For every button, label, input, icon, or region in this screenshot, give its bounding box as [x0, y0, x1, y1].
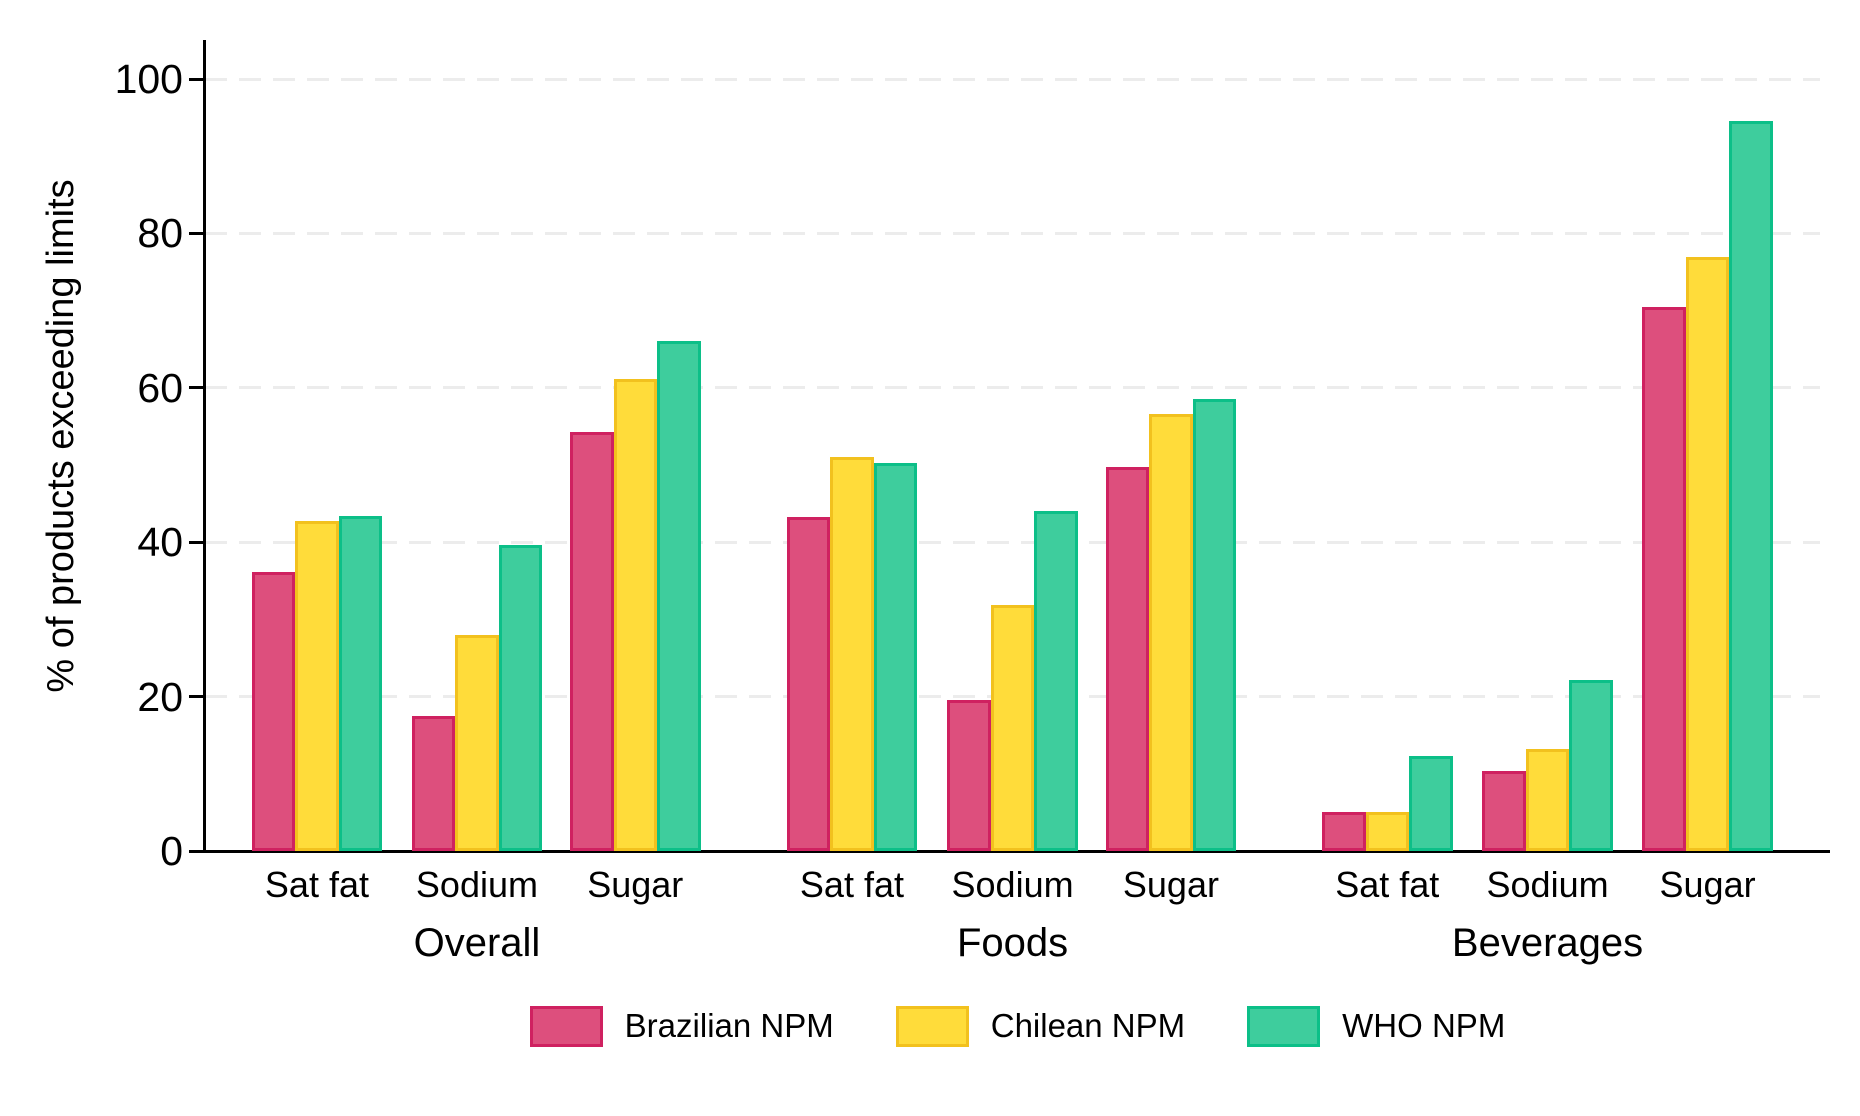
group-label-overall: Overall — [413, 921, 541, 965]
y-tick-20 — [189, 695, 205, 699]
bar-brazilian-npm-beverages-sat-fat — [1322, 812, 1366, 851]
bar-brazilian-npm-foods-sugar — [1105, 466, 1150, 851]
bar-brazilian-npm-foods-sat-fat — [786, 516, 831, 851]
x-axis-line — [203, 850, 1830, 853]
bar-chilean-npm-foods-sugar — [1149, 414, 1193, 851]
bar-brazilian-npm-overall-sodium — [411, 715, 456, 851]
y-tick-100 — [189, 77, 205, 81]
y-tick-label-40: 40 — [137, 519, 183, 566]
category-label-overall-sugar: Sugar — [587, 864, 684, 905]
legend-label-chilean-npm: Chilean NPM — [990, 1007, 1186, 1044]
bar-who-npm-foods-sat-fat — [873, 462, 918, 851]
legend-item-who-npm: WHO NPM — [1247, 1005, 1506, 1047]
bar-brazilian-npm-beverages-sodium — [1482, 770, 1526, 851]
bar-chilean-npm-foods-sodium — [990, 604, 1035, 851]
bar-chilean-npm-overall-sugar — [613, 378, 657, 851]
group-label-foods: Foods — [956, 921, 1069, 965]
y-tick-80 — [189, 231, 205, 235]
bar-chilean-npm-foods-sat-fat — [830, 456, 874, 851]
legend-item-brazilian-npm: Brazilian NPM — [529, 1005, 834, 1047]
legend-label-who-npm: WHO NPM — [1342, 1007, 1506, 1044]
legend-swatch-brazilian-npm — [529, 1005, 603, 1047]
category-label-beverages-sodium: Sodium — [1486, 864, 1609, 905]
y-tick-40 — [189, 540, 205, 544]
bar-who-npm-beverages-sat-fat — [1409, 756, 1453, 851]
category-label-overall-sodium: Sodium — [415, 864, 538, 905]
category-label-beverages-sat-fat: Sat fat — [1335, 864, 1440, 905]
y-tick-label-80: 80 — [137, 210, 183, 257]
bar-chilean-npm-beverages-sat-fat — [1365, 812, 1409, 851]
bar-chilean-npm-beverages-sugar — [1685, 256, 1730, 851]
y-axis-line — [203, 40, 206, 853]
legend-swatch-chilean-npm — [895, 1005, 969, 1047]
bar-brazilian-npm-overall-sugar — [570, 431, 614, 851]
bar-who-npm-beverages-sodium — [1569, 680, 1613, 851]
y-tick-60 — [189, 386, 205, 390]
bar-who-npm-overall-sat-fat — [338, 515, 383, 851]
bar-who-npm-overall-sodium — [498, 545, 543, 851]
bar-who-npm-foods-sodium — [1034, 510, 1078, 851]
group-label-beverages: Beverages — [1451, 921, 1644, 965]
bar-brazilian-npm-beverages-sugar — [1642, 306, 1686, 851]
legend-item-chilean-npm: Chilean NPM — [895, 1005, 1186, 1047]
y-tick-label-0: 0 — [160, 828, 183, 874]
bar-chilean-npm-overall-sodium — [455, 634, 499, 851]
legend: Brazilian NPM Chilean NPM WHO NPM — [205, 1002, 1830, 1050]
y-gridline-40 — [205, 540, 1820, 544]
bar-who-npm-foods-sugar — [1192, 399, 1237, 851]
bar-chilean-npm-beverages-sodium — [1525, 749, 1570, 851]
y-gridline-100 — [205, 77, 1820, 81]
category-label-beverages-sugar: Sugar — [1659, 864, 1756, 905]
bar-brazilian-npm-overall-sat-fat — [251, 571, 296, 851]
y-tick-label-100: 100 — [114, 56, 183, 102]
y-tick-label-20: 20 — [137, 673, 183, 720]
legend-swatch-who-npm — [1247, 1005, 1321, 1047]
legend-label-brazilian-npm: Brazilian NPM — [624, 1007, 834, 1044]
category-label-foods-sodium: Sodium — [951, 864, 1074, 905]
y-gridline-60 — [205, 386, 1820, 390]
bar-who-npm-overall-sugar — [657, 340, 701, 851]
bar-brazilian-npm-foods-sodium — [947, 700, 991, 851]
y-gridline-80 — [205, 231, 1820, 235]
y-tick-0 — [189, 849, 205, 853]
y-tick-label-60: 60 — [137, 364, 183, 411]
bar-chilean-npm-overall-sat-fat — [295, 521, 339, 851]
category-label-foods-sat-fat: Sat fat — [799, 864, 904, 905]
bar-who-npm-beverages-sugar — [1729, 121, 1773, 851]
category-label-foods-sugar: Sugar — [1122, 864, 1219, 905]
category-label-overall-sat-fat: Sat fat — [264, 864, 369, 905]
